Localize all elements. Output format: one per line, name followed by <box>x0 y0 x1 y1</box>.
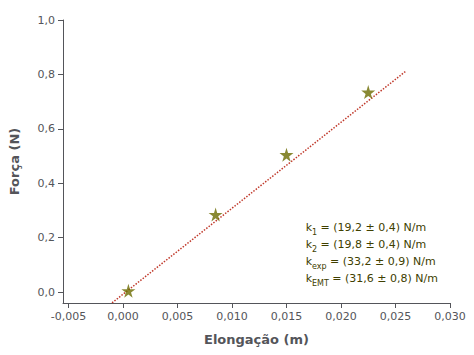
svg-text:0,0: 0,0 <box>38 286 56 299</box>
svg-text:0,000: 0,000 <box>107 310 139 323</box>
svg-text:EMT: EMT <box>312 279 329 288</box>
svg-text:= (33,2 ± 0,9) N/m: = (33,2 ± 0,9) N/m <box>327 255 436 268</box>
svg-text:Elongação (m): Elongação (m) <box>204 332 309 347</box>
svg-text:= (19,2 ± 0,4) N/m: = (19,2 ± 0,4) N/m <box>317 221 426 234</box>
svg-text:0,2: 0,2 <box>38 231 56 244</box>
html-text:k1: k1 <box>305 221 318 237</box>
svg-text:0,015: 0,015 <box>271 310 303 323</box>
svg-text:0,010: 0,010 <box>216 310 248 323</box>
svg-text:k: k <box>305 272 312 285</box>
svg-text:-0,005: -0,005 <box>51 310 86 323</box>
svg-text:1,0: 1,0 <box>38 14 56 27</box>
svg-text:0,005: 0,005 <box>162 310 194 323</box>
svg-text:0,8: 0,8 <box>38 68 56 81</box>
html-text:k2: k2 <box>305 238 318 254</box>
svg-text:= (19,8 ± 0,4) N/m: = (19,8 ± 0,4) N/m <box>317 238 426 251</box>
svg-text:= (31,6 ± 0,8) N/m: = (31,6 ± 0,8) N/m <box>329 272 438 285</box>
svg-text:0,4: 0,4 <box>38 177 56 190</box>
svg-text:0,030: 0,030 <box>434 310 466 323</box>
svg-text:0,025: 0,025 <box>380 310 412 323</box>
svg-text:k: k <box>305 255 312 268</box>
svg-text:exp: exp <box>312 262 327 271</box>
svg-text:Força (N): Força (N) <box>7 128 22 195</box>
svg-text:0,020: 0,020 <box>325 310 357 323</box>
svg-text:0,6: 0,6 <box>38 122 56 135</box>
